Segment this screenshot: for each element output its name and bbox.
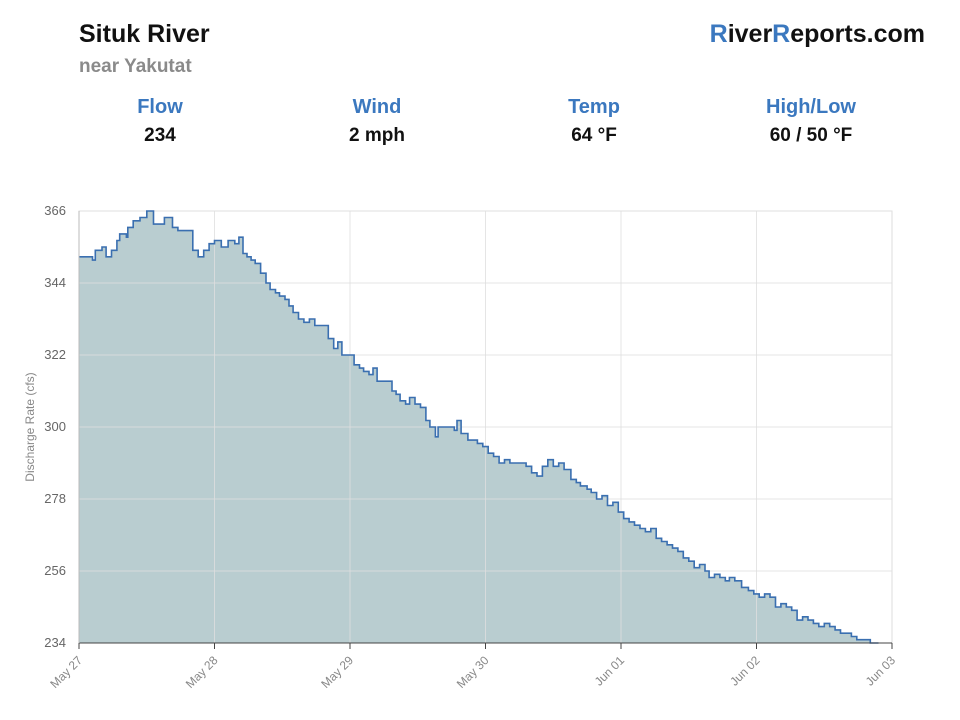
x-tick-label: May 28 bbox=[183, 653, 221, 691]
stat-wind-label: Wind bbox=[352, 96, 402, 118]
stat-highlow: High/Low 60 / 50 °F bbox=[711, 96, 911, 147]
x-tick-label: Jun 02 bbox=[727, 653, 763, 689]
stat-temp: Temp 64 °F bbox=[494, 96, 694, 147]
stat-wind-value: 2 mph bbox=[349, 125, 405, 146]
y-tick-label: 344 bbox=[44, 275, 66, 290]
stat-temp-label: Temp bbox=[568, 96, 620, 118]
brand-logo[interactable]: RiverReports.com bbox=[710, 20, 925, 49]
brand-r2: R bbox=[772, 20, 791, 48]
y-axis-title: Discharge Rate (cfs) bbox=[23, 372, 37, 481]
y-tick-label: 322 bbox=[44, 347, 66, 362]
river-name: Situk River bbox=[79, 20, 210, 48]
y-tick-label: 256 bbox=[44, 563, 66, 578]
discharge-area bbox=[79, 211, 879, 643]
river-location: near Yakutat bbox=[79, 56, 192, 77]
stat-wind: Wind 2 mph bbox=[277, 96, 477, 147]
x-tick-label: May 29 bbox=[318, 653, 356, 691]
stat-flow-label: Flow bbox=[137, 96, 183, 118]
stat-flow: Flow 234 bbox=[60, 96, 260, 147]
brand-r1: R bbox=[709, 20, 728, 48]
x-tick-label: May 30 bbox=[454, 653, 492, 691]
brand-end: eports.com bbox=[790, 20, 925, 48]
stat-flow-value: 234 bbox=[144, 125, 176, 146]
stat-highlow-label: High/Low bbox=[766, 96, 856, 118]
x-tick-label: Jun 03 bbox=[863, 653, 899, 689]
y-tick-label: 234 bbox=[44, 635, 66, 650]
y-tick-label: 300 bbox=[44, 419, 66, 434]
stat-temp-value: 64 °F bbox=[571, 125, 617, 146]
y-tick-label: 366 bbox=[44, 203, 66, 218]
discharge-line bbox=[79, 210, 879, 644]
y-tick-label: 278 bbox=[44, 491, 66, 506]
x-tick-label: Jun 01 bbox=[592, 653, 628, 689]
brand-mid: iver bbox=[727, 20, 773, 48]
stat-highlow-value: 60 / 50 °F bbox=[769, 125, 853, 146]
x-tick-label: May 27 bbox=[47, 653, 85, 691]
